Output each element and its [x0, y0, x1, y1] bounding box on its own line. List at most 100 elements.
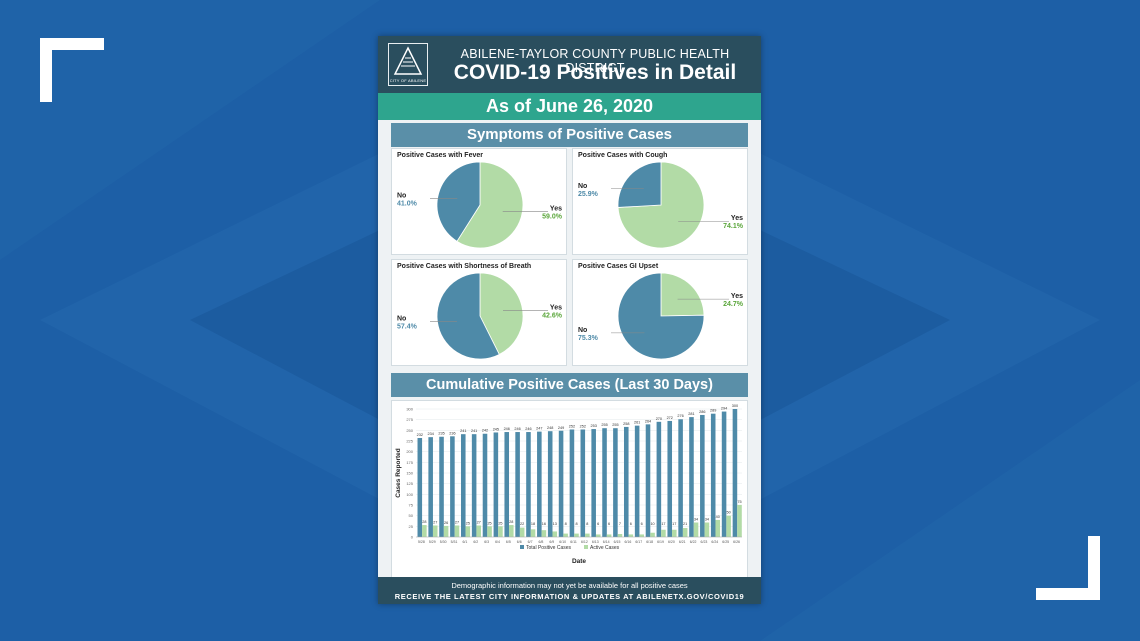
pie-title: Positive Cases with Cough: [578, 152, 668, 159]
data-label-active: 34: [705, 517, 709, 521]
x-tick-label: 6/26: [733, 540, 740, 544]
legend-label-active: Active Cases: [590, 545, 620, 551]
poster-footer: Demographic information may not yet be a…: [378, 577, 761, 604]
x-tick-label: 6/17: [635, 540, 642, 544]
bar-active-cases: [628, 534, 634, 537]
data-label-active: 18: [531, 522, 535, 526]
data-label-active: 8: [586, 522, 588, 526]
bar-total-positive: [482, 433, 488, 537]
pie-panel-shortness-of-breath: Positive Cases with Shortness of Breath …: [391, 259, 567, 366]
bar-active-cases: [726, 515, 731, 537]
data-label-active: 8: [575, 522, 577, 526]
bar-active-cases: [737, 505, 742, 537]
y-tick-label: 300: [406, 407, 413, 412]
data-label-total: 281: [688, 412, 694, 416]
bar-active-cases: [639, 534, 644, 537]
pie-value-yes: 42.6%: [542, 313, 563, 320]
x-tick-label: 6/18: [646, 540, 653, 544]
as-of-date: As of June 26, 2020: [378, 93, 761, 120]
pie-slice-no: [617, 272, 705, 360]
data-label-active: 25: [466, 521, 470, 525]
pie-slice-yes: [456, 161, 524, 249]
y-tick-label: 25: [409, 524, 414, 529]
pie-label-no: No: [397, 192, 406, 199]
data-label-total: 258: [623, 422, 629, 426]
pie-value-no: 41.0%: [397, 200, 418, 207]
bar-total-positive: [689, 417, 694, 537]
bar-active-cases: [552, 531, 558, 537]
data-label-total: 234: [427, 432, 433, 436]
bar-active-cases: [563, 533, 568, 537]
data-label-active: 6: [608, 522, 610, 526]
x-tick-label: 6/14: [603, 540, 610, 544]
x-tick-label: 6/6: [517, 540, 522, 544]
data-label-active: 6: [597, 522, 599, 526]
corner-bracket-bottom-right: [1088, 536, 1100, 600]
footer-website: RECEIVE THE LATEST CITY INFORMATION & UP…: [394, 592, 745, 601]
data-label-total: 242: [482, 429, 488, 433]
x-tick-label: 5/30: [440, 540, 447, 544]
bar-total-positive: [417, 438, 423, 537]
data-label-active: 75: [737, 500, 741, 504]
x-tick-label: 6/4: [495, 540, 500, 544]
data-label-active: 25: [498, 521, 502, 525]
poster: CITY OF ABILENE ABILENE-TAYLOR COUNTY PU…: [378, 36, 761, 604]
data-label-total: 289: [710, 409, 716, 413]
bar-total-positive: [700, 414, 705, 537]
bar-total-positive: [645, 424, 651, 537]
cumulative-heading: Cumulative Positive Cases (Last 30 Days): [391, 373, 748, 397]
data-label-total: 246: [514, 427, 520, 431]
poster-header: CITY OF ABILENE ABILENE-TAYLOR COUNTY PU…: [378, 36, 761, 93]
x-tick-label: 6/15: [614, 540, 621, 544]
x-tick-label: 6/7: [528, 540, 533, 544]
bar-active-cases: [595, 534, 601, 537]
pie-slice-no: [617, 161, 662, 208]
logo-mark-icon: [393, 46, 423, 75]
bar-active-cases: [422, 525, 427, 537]
x-tick-label: 6/1: [462, 540, 467, 544]
y-tick-label: 100: [406, 492, 413, 497]
x-tick-label: 6/16: [624, 540, 631, 544]
bar-total-positive: [634, 425, 640, 537]
pie-title: Positive Cases with Fever: [397, 152, 483, 159]
legend-swatch-total: [520, 545, 524, 549]
data-label-total: 276: [677, 414, 683, 418]
bar-total-positive: [471, 434, 477, 537]
pie-slice-no: [436, 161, 481, 242]
bar-total-positive: [439, 436, 444, 537]
pie-label-yes: Yes: [550, 305, 562, 312]
data-label-total: 247: [536, 427, 542, 431]
bar-total-positive: [591, 429, 596, 537]
bar-chart-cumulative-cases: 0 25 50 75 100 125 150 175 200 225 250 275 300 232 28 5…: [395, 404, 742, 565]
data-label-active: 25: [487, 521, 491, 525]
data-label-total: 232: [417, 433, 423, 437]
y-tick-label: 250: [406, 428, 413, 433]
pie-label-yes: Yes: [731, 215, 743, 222]
bar-active-cases: [661, 529, 666, 537]
bar-total-positive: [460, 434, 466, 537]
poster-body: Symptoms of Positive Cases Positive Case…: [378, 120, 761, 580]
corner-bracket-top-left: [40, 38, 52, 102]
data-label-total: 270: [656, 417, 662, 421]
bar-active-cases: [519, 527, 525, 537]
pie-value-no: 57.4%: [397, 323, 418, 330]
data-label-active: 13: [553, 522, 557, 526]
data-label-active: 34: [694, 517, 698, 521]
bar-active-cases: [672, 529, 677, 537]
pie-panel-cough: Positive Cases with Cough Yes 74.1% No 25.9…: [572, 148, 748, 255]
x-tick-label: 6/12: [581, 540, 588, 544]
bar-active-cases: [498, 526, 503, 537]
y-tick-label: 275: [406, 417, 413, 422]
data-label-active: 28: [509, 520, 513, 524]
pie-slice-yes: [660, 272, 705, 317]
data-label-total: 264: [645, 419, 651, 423]
bar-total-positive: [569, 429, 575, 537]
bar-total-positive: [678, 419, 683, 537]
pie-value-yes: 24.7%: [723, 301, 744, 308]
data-label-total: 241: [471, 429, 477, 433]
x-tick-label: 6/5: [506, 540, 511, 544]
data-label-active: 21: [683, 522, 687, 526]
